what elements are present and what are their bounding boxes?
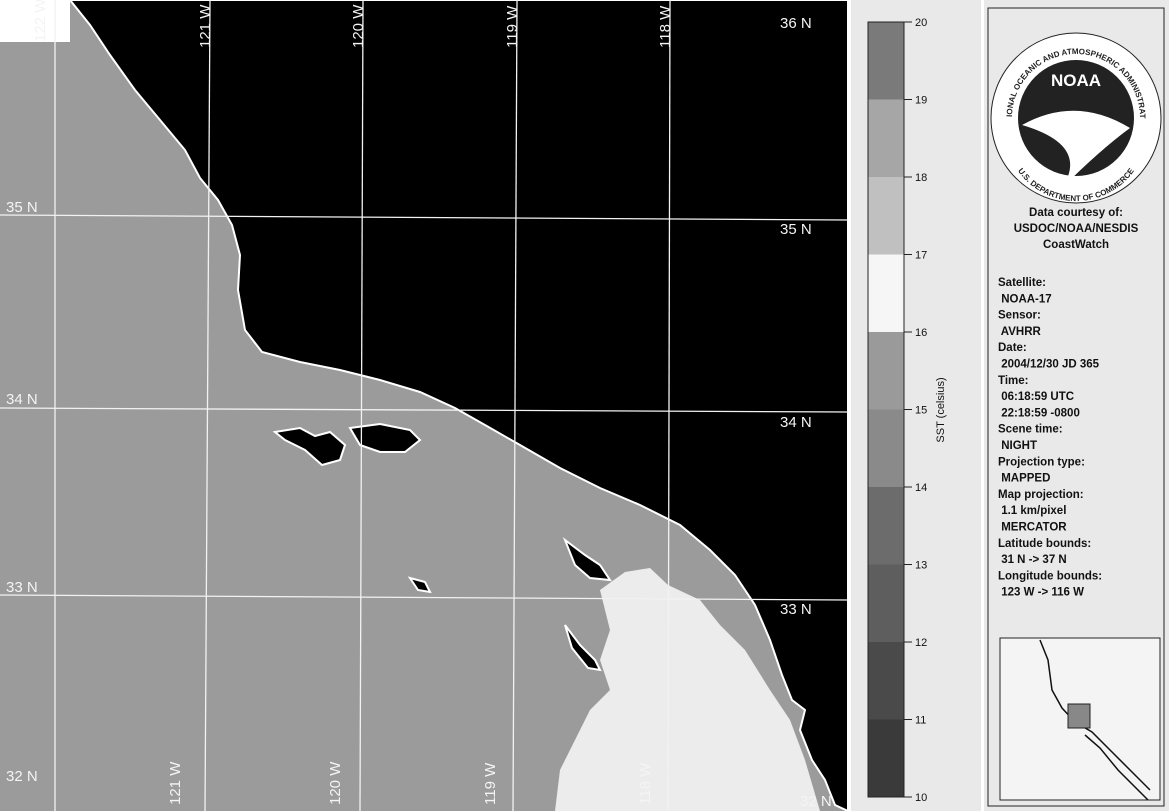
page: 122 W 121 W 120 W 119 W 118 W 36 N 35 N 34 N 33 … bbox=[0, 0, 1169, 811]
info-line: NOAA-17 bbox=[998, 293, 1052, 305]
colorbar-tick-label: 18 bbox=[915, 172, 927, 184]
colorbar-segment bbox=[868, 565, 904, 643]
colorbar-tick-label: 16 bbox=[915, 327, 927, 339]
colorbar-tick-label: 19 bbox=[915, 95, 927, 107]
info-line: 1.1 km/pixel bbox=[998, 505, 1066, 517]
inset-region bbox=[1068, 704, 1090, 728]
lon-label: 118 W bbox=[637, 762, 654, 805]
lon-label: 118 W bbox=[657, 5, 674, 48]
info-line: Scene time: bbox=[998, 424, 1063, 436]
lon-label: 121 W bbox=[197, 4, 214, 48]
lat-label: 32 N bbox=[6, 768, 38, 785]
info-line: 123 W -> 116 W bbox=[998, 587, 1084, 599]
info-line: Sensor: bbox=[998, 310, 1041, 322]
info-line: NIGHT bbox=[998, 440, 1037, 452]
lon-label: 121 W bbox=[167, 761, 184, 805]
lon-label: 122 W bbox=[32, 0, 49, 42]
colorbar-segment bbox=[868, 255, 904, 333]
info-line: Map projection: bbox=[998, 489, 1084, 501]
info-line: 31 N -> 37 N bbox=[998, 554, 1067, 566]
lon-label: 119 W bbox=[504, 5, 521, 48]
info-line: Time: bbox=[998, 375, 1028, 387]
colorbar-segment bbox=[868, 332, 904, 410]
info-line: MAPPED bbox=[998, 473, 1050, 485]
colorbar-label: SST (celsius) bbox=[935, 377, 947, 442]
info-line: MERCATOR bbox=[998, 522, 1067, 534]
colorbar-segment bbox=[868, 720, 904, 798]
colorbar-tick-label: 15 bbox=[915, 405, 927, 417]
colorbar-tick-label: 12 bbox=[915, 637, 927, 649]
lat-label: 32 N bbox=[800, 793, 832, 810]
colorbar-segment bbox=[868, 100, 904, 178]
lat-label: 33 N bbox=[780, 601, 812, 618]
lon-label: 120 W bbox=[350, 4, 367, 48]
credit: Data courtesy of: bbox=[1029, 207, 1123, 219]
info-line: Date: bbox=[998, 342, 1027, 354]
colorbar-segment bbox=[868, 22, 904, 100]
info-line: Projection type: bbox=[998, 456, 1085, 468]
colorbar-tick-label: 20 bbox=[915, 17, 927, 29]
map: 122 W 121 W 120 W 119 W 118 W 36 N 35 N 34 N 33 … bbox=[0, 0, 848, 811]
lat-label: 35 N bbox=[780, 221, 812, 238]
info-line: Latitude bounds: bbox=[998, 538, 1091, 550]
colorbar-segment bbox=[868, 642, 904, 720]
credit: USDOC/NOAA/NESDIS bbox=[1014, 223, 1139, 235]
lat-label: 33 N bbox=[6, 579, 38, 596]
colorbar-segment bbox=[868, 410, 904, 488]
info-line: 22:18:59 -0800 bbox=[998, 407, 1080, 419]
colorbar-tick-label: 11 bbox=[915, 715, 926, 727]
info-line: 2004/12/30 JD 365 bbox=[998, 359, 1100, 371]
info-line: AVHRR bbox=[998, 326, 1042, 338]
lon-label: 119 W bbox=[482, 762, 499, 805]
colorbar-tick-label: 14 bbox=[915, 482, 927, 494]
colorbar-tick-label: 10 bbox=[915, 792, 927, 804]
lat-label: 36 N bbox=[780, 15, 812, 32]
colorbar-tick-label: 17 bbox=[915, 250, 927, 262]
info-line: Longitude bounds: bbox=[998, 570, 1102, 582]
colorbar-segment bbox=[868, 487, 904, 565]
lat-label: 35 N bbox=[6, 199, 38, 216]
lat-label: 34 N bbox=[6, 391, 38, 408]
credit: CoastWatch bbox=[1043, 239, 1109, 251]
info-line: Satellite: bbox=[998, 277, 1046, 289]
inset-map bbox=[1000, 638, 1160, 800]
logo-text: NOAA bbox=[1051, 71, 1101, 90]
lat-label: 34 N bbox=[780, 414, 812, 431]
colorbar-segment bbox=[868, 177, 904, 255]
colorbar-tick-label: 13 bbox=[915, 560, 927, 572]
lon-label: 120 W bbox=[327, 761, 344, 805]
info-line: 06:18:59 UTC bbox=[998, 391, 1074, 403]
